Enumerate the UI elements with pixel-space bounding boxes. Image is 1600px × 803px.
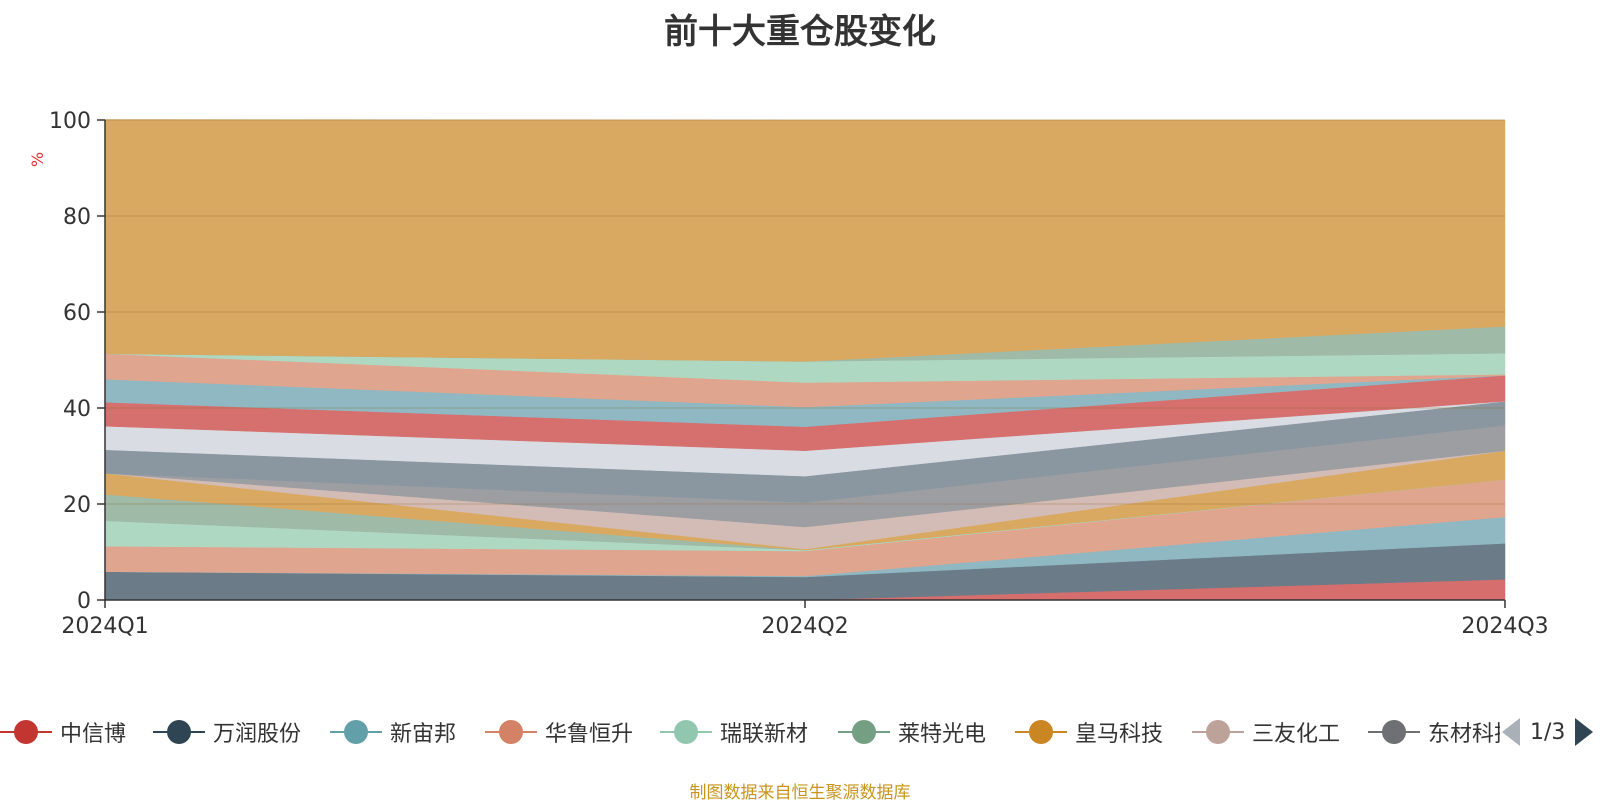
legend-marker-icon [838, 718, 890, 746]
legend-marker-icon [1368, 718, 1420, 746]
x-tick-label: 2024Q2 [761, 614, 848, 639]
legend-marker-icon [1015, 718, 1067, 746]
legend-label: 万润股份 [213, 722, 302, 747]
y-axis-label: % [28, 151, 48, 168]
legend-item[interactable]: 莱特光电 [838, 712, 986, 752]
y-tick-label: 100 [49, 109, 91, 134]
y-tick-label: 60 [63, 301, 91, 326]
legend-pager: 1/3 [1500, 712, 1600, 752]
pager-prev-icon[interactable] [1502, 718, 1520, 746]
legend-item[interactable]: 新宙邦 [330, 712, 456, 752]
y-tick-label: 80 [63, 205, 91, 230]
legend-item[interactable]: 万润股份 [153, 712, 301, 752]
y-tick-label: 20 [63, 493, 91, 518]
y-tick-label: 0 [77, 589, 91, 614]
legend-marker-icon [0, 718, 52, 746]
chart-title: 前十大重仓股变化 [664, 12, 936, 52]
legend-marker-icon [153, 718, 205, 746]
area-series-17 [104, 119, 1506, 362]
legend-marker-icon [660, 718, 712, 746]
legend-label: 三友化工 [1252, 722, 1341, 747]
source-note: 制图数据来自恒生聚源数据库 [689, 783, 911, 803]
chart-legend: 中信博 万润股份 新宙邦 华鲁恒升 瑞联新材 莱特光电 皇马科技 三友化工 东材科技 [0, 712, 1500, 752]
legend-item[interactable]: 中信博 [0, 712, 126, 752]
legend-item[interactable]: 华鲁恒升 [485, 712, 633, 752]
pager-label: 1/3 [1530, 719, 1566, 745]
legend-item[interactable]: 瑞联新材 [660, 712, 808, 752]
legend-label: 皇马科技 [1075, 722, 1164, 747]
legend-label: 莱特光电 [898, 722, 987, 747]
legend-label: 东材科技 [1428, 722, 1500, 747]
pager-next-icon[interactable] [1575, 718, 1594, 746]
legend-label: 中信博 [60, 722, 127, 747]
stacked-area-chart: 0 20 40 60 80 100 2024Q1 2024Q2 2024Q3 [49, 109, 1549, 639]
legend-marker-icon [1192, 718, 1244, 746]
legend-item[interactable]: 皇马科技 [1015, 712, 1163, 752]
legend-label: 新宙邦 [390, 722, 457, 747]
legend-item[interactable]: 东材科技 [1368, 712, 1500, 752]
legend-label: 瑞联新材 [720, 722, 809, 747]
x-tick-label: 2024Q1 [61, 614, 148, 639]
y-tick-label: 40 [63, 397, 91, 422]
legend-marker-icon [330, 718, 382, 746]
legend-item[interactable]: 三友化工 [1192, 712, 1340, 752]
x-tick-label: 2024Q3 [1461, 614, 1548, 639]
legend-label: 华鲁恒升 [545, 722, 634, 747]
legend-marker-icon [485, 718, 537, 746]
